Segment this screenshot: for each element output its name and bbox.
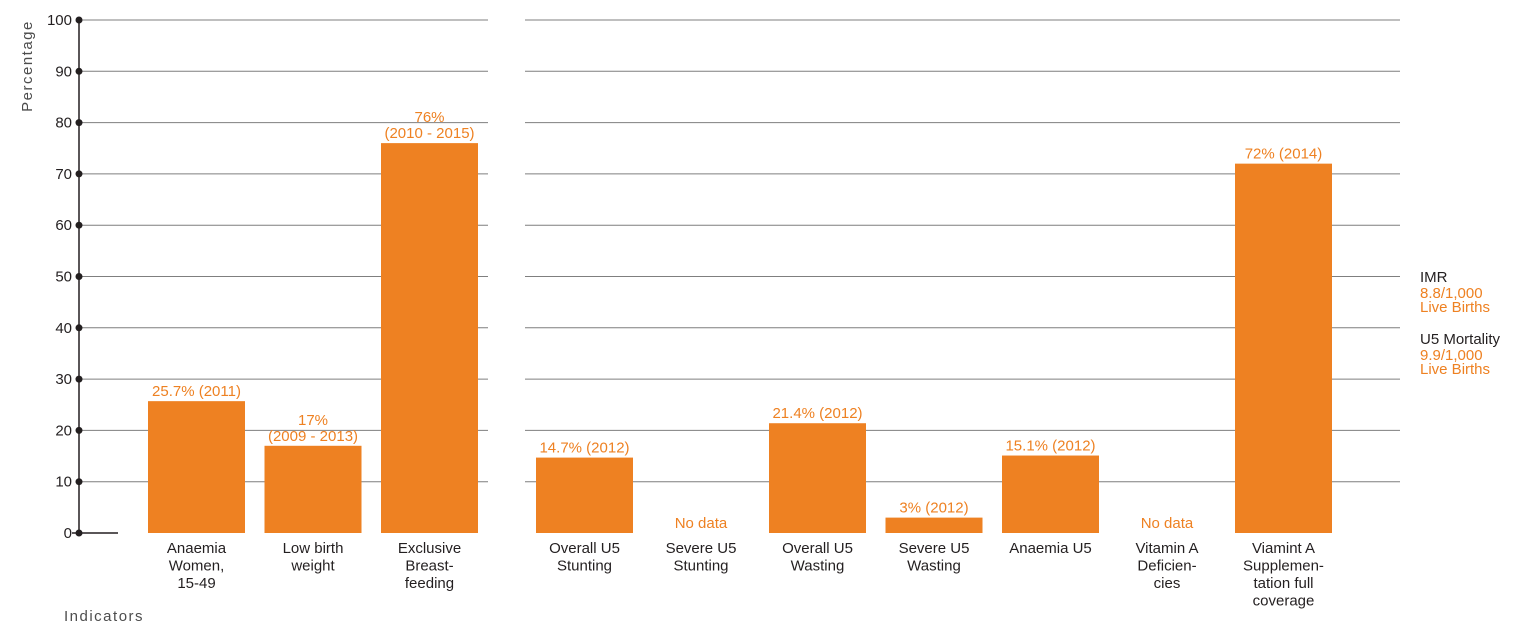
category-label-1-2: Low birth [283, 540, 344, 557]
y-tick-dot-100 [75, 16, 83, 24]
category-label-2-6: Vitamin A [1135, 540, 1198, 557]
y-tick-label-50: 50 [55, 269, 72, 286]
y-tick-dot-70 [75, 170, 83, 178]
y-tick-dot-80 [75, 119, 83, 127]
data-label-2-4: 3% (2012) [899, 500, 968, 517]
data-label-1-3: (2010 - 2015) [384, 125, 474, 142]
data-label-2-7: 72% (2014) [1245, 146, 1323, 163]
y-tick-label-100: 100 [47, 12, 72, 29]
y-tick-label-30: 30 [55, 371, 72, 388]
category-label-2-7: tation full [1253, 575, 1313, 592]
y-tick-dot-40 [75, 324, 83, 332]
category-label-1-3: feeding [405, 575, 454, 592]
y-tick-label-60: 60 [55, 217, 72, 234]
y-tick-label-90: 90 [55, 63, 72, 80]
category-label-2-3: Wasting [791, 558, 845, 575]
category-label-2-7: Supplemen- [1243, 558, 1324, 575]
category-label-1-2: weight [290, 558, 335, 575]
y-axis-title: Percentage [19, 20, 36, 112]
y-tick-dot-60 [75, 221, 83, 229]
bars [148, 143, 1332, 533]
bar-2-5 [1002, 455, 1099, 533]
category-label-2-4: Severe U5 [899, 540, 970, 557]
data-label-1-1: 25.7% (2011) [152, 383, 241, 400]
y-tick-dot-20 [75, 426, 83, 434]
data-label-2-3: 21.4% (2012) [772, 405, 862, 422]
category-label-2-5: Anaemia U5 [1009, 540, 1092, 557]
category-label-2-7: coverage [1253, 593, 1315, 610]
data-labels: 25.7% (2011) 17%(2009 - 2013) 76%(2010 - 2… [152, 109, 1322, 532]
side-stat-value-2: 9.9/1,000 [1420, 347, 1483, 364]
data-label-1-2: (2009 - 2013) [268, 428, 358, 445]
side-stat-value-1: 8.8/1,000 [1420, 285, 1483, 302]
data-label-1-2: 17% [298, 412, 328, 429]
side-stat-label-2: U5 Mortality [1420, 331, 1501, 348]
gridlines [79, 19, 1400, 483]
category-label-2-7: Viamint A [1252, 540, 1315, 557]
category-label-1-1: 15-49 [177, 575, 215, 592]
category-label-2-2: Stunting [673, 558, 728, 575]
y-tick-dot-90 [75, 67, 83, 75]
y-tick-label-0: 0 [64, 525, 72, 542]
bar-2-1 [536, 457, 633, 533]
y-tick-label-70: 70 [55, 166, 72, 183]
bar-2-4 [885, 517, 983, 533]
y-tick-dot-10 [75, 478, 83, 486]
y-tick-label-80: 80 [55, 115, 72, 132]
y-tick-dot-50 [75, 273, 83, 280]
data-label-2-5: 15.1% (2012) [1005, 438, 1095, 455]
bar-2-7 [1235, 163, 1332, 533]
category-label-2-6: cies [1154, 575, 1181, 592]
category-label-1-1: Anaemia [167, 540, 227, 557]
y-tick-label-10: 10 [55, 474, 72, 491]
y-tick-label-40: 40 [55, 320, 72, 337]
y-tick-label-20: 20 [55, 422, 72, 439]
category-label-2-4: Wasting [907, 558, 961, 575]
y-tick-dot-0 [75, 529, 83, 537]
category-label-1-3: Breast- [405, 558, 453, 575]
data-label-2-6: No data [1141, 515, 1194, 532]
category-label-2-1: Stunting [557, 558, 612, 575]
data-label-2-2: No data [675, 515, 728, 532]
category-label-2-6: Deficien- [1137, 558, 1196, 575]
side-stat-label-1: IMR [1420, 269, 1448, 286]
category-label-2-2: Severe U5 [666, 540, 737, 557]
bar-2-3 [769, 423, 866, 533]
category-label-2-1: Overall U5 [549, 540, 620, 557]
bar-1-3 [381, 143, 478, 533]
category-label-2-3: Overall U5 [782, 540, 853, 557]
y-tick-dot-30 [75, 375, 83, 383]
bar-1-2 [264, 445, 362, 533]
side-stat-value-2: Live Births [1420, 361, 1490, 378]
bar-1-1 [148, 401, 245, 533]
category-label-1-3: Exclusive [398, 540, 461, 557]
data-label-1-3: 76% [414, 109, 444, 126]
category-label-1-1: Women, [169, 558, 225, 575]
side-stat-value-1: Live Births [1420, 299, 1490, 316]
y-axis: 0 10 20 30 40 50 60 70 80 90 100 [47, 12, 118, 542]
data-label-2-1: 14.7% (2012) [539, 440, 629, 457]
x-axis-title: Indicators [64, 608, 144, 625]
